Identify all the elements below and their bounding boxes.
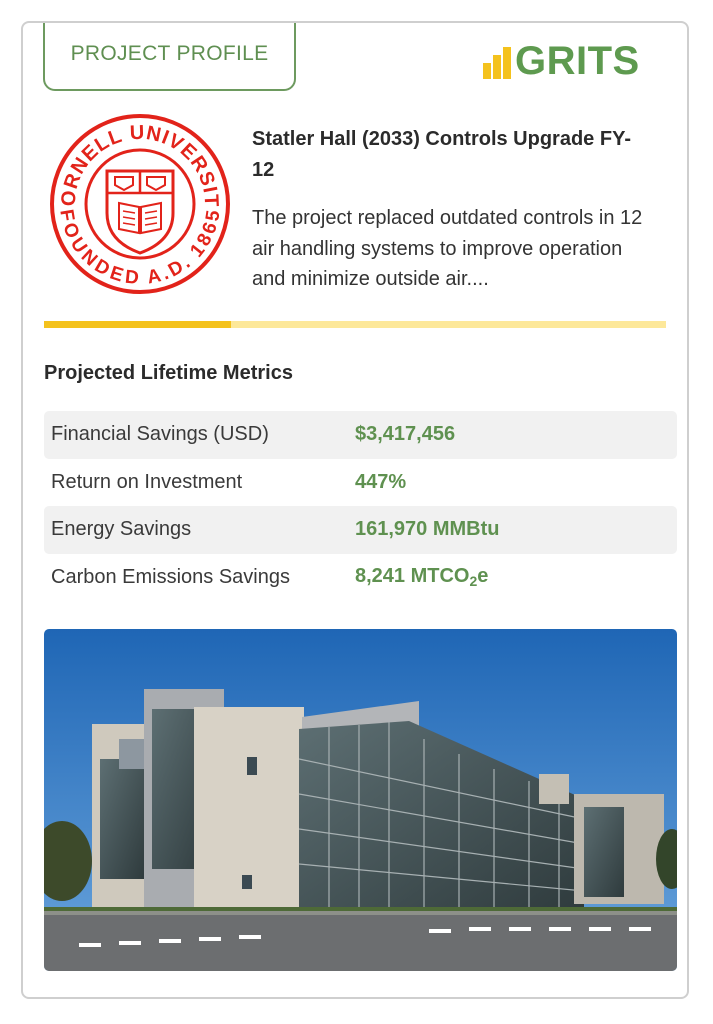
- cornell-university-seal-icon: CORNELL UNIVERSITY FOUNDED A.D. 1865: [41, 96, 231, 295]
- metrics-heading: Projected Lifetime Metrics: [44, 362, 293, 384]
- metric-value: 8,241 MTCO2e: [355, 565, 489, 590]
- metric-row-carbon-savings: Carbon Emissions Savings 8,241 MTCO2e: [44, 554, 677, 602]
- project-profile-tab-label: PROJECT PROFILE: [70, 42, 269, 65]
- progress-bar-fill: [44, 321, 231, 328]
- metric-value: $3,417,456: [355, 423, 456, 446]
- project-profile-card: PROJECT PROFILE GRITS CORNELL UNIVERSITY…: [21, 21, 689, 999]
- metric-row-energy-savings: Energy Savings 161,970 MMBtu: [44, 506, 677, 554]
- metric-label: Financial Savings (USD): [51, 423, 269, 446]
- metric-row-roi: Return on Investment 447%: [44, 459, 677, 507]
- project-profile-tab[interactable]: PROJECT PROFILE: [43, 23, 296, 91]
- statler-hall-building-photo: [44, 629, 677, 971]
- metric-row-financial-savings: Financial Savings (USD) $3,417,456: [44, 411, 677, 459]
- metric-label: Carbon Emissions Savings: [51, 565, 290, 588]
- metric-value: 447%: [355, 470, 407, 493]
- project-description: The project replaced outdated controls i…: [252, 207, 643, 290]
- grits-brand-name: GRITS: [515, 39, 640, 83]
- progress-bar: [44, 321, 666, 328]
- metric-value: 161,970 MMBtu: [355, 518, 500, 541]
- metrics-table: Financial Savings (USD) $3,417,456 Retur…: [44, 411, 677, 601]
- grits-logo: GRITS: [483, 39, 640, 83]
- project-title[interactable]: Statler Hall (2033) Controls Upgrade FY-…: [252, 128, 631, 181]
- metric-label: Return on Investment: [51, 470, 243, 493]
- metric-label: Energy Savings: [51, 518, 192, 541]
- grits-bars-icon: [483, 47, 511, 79]
